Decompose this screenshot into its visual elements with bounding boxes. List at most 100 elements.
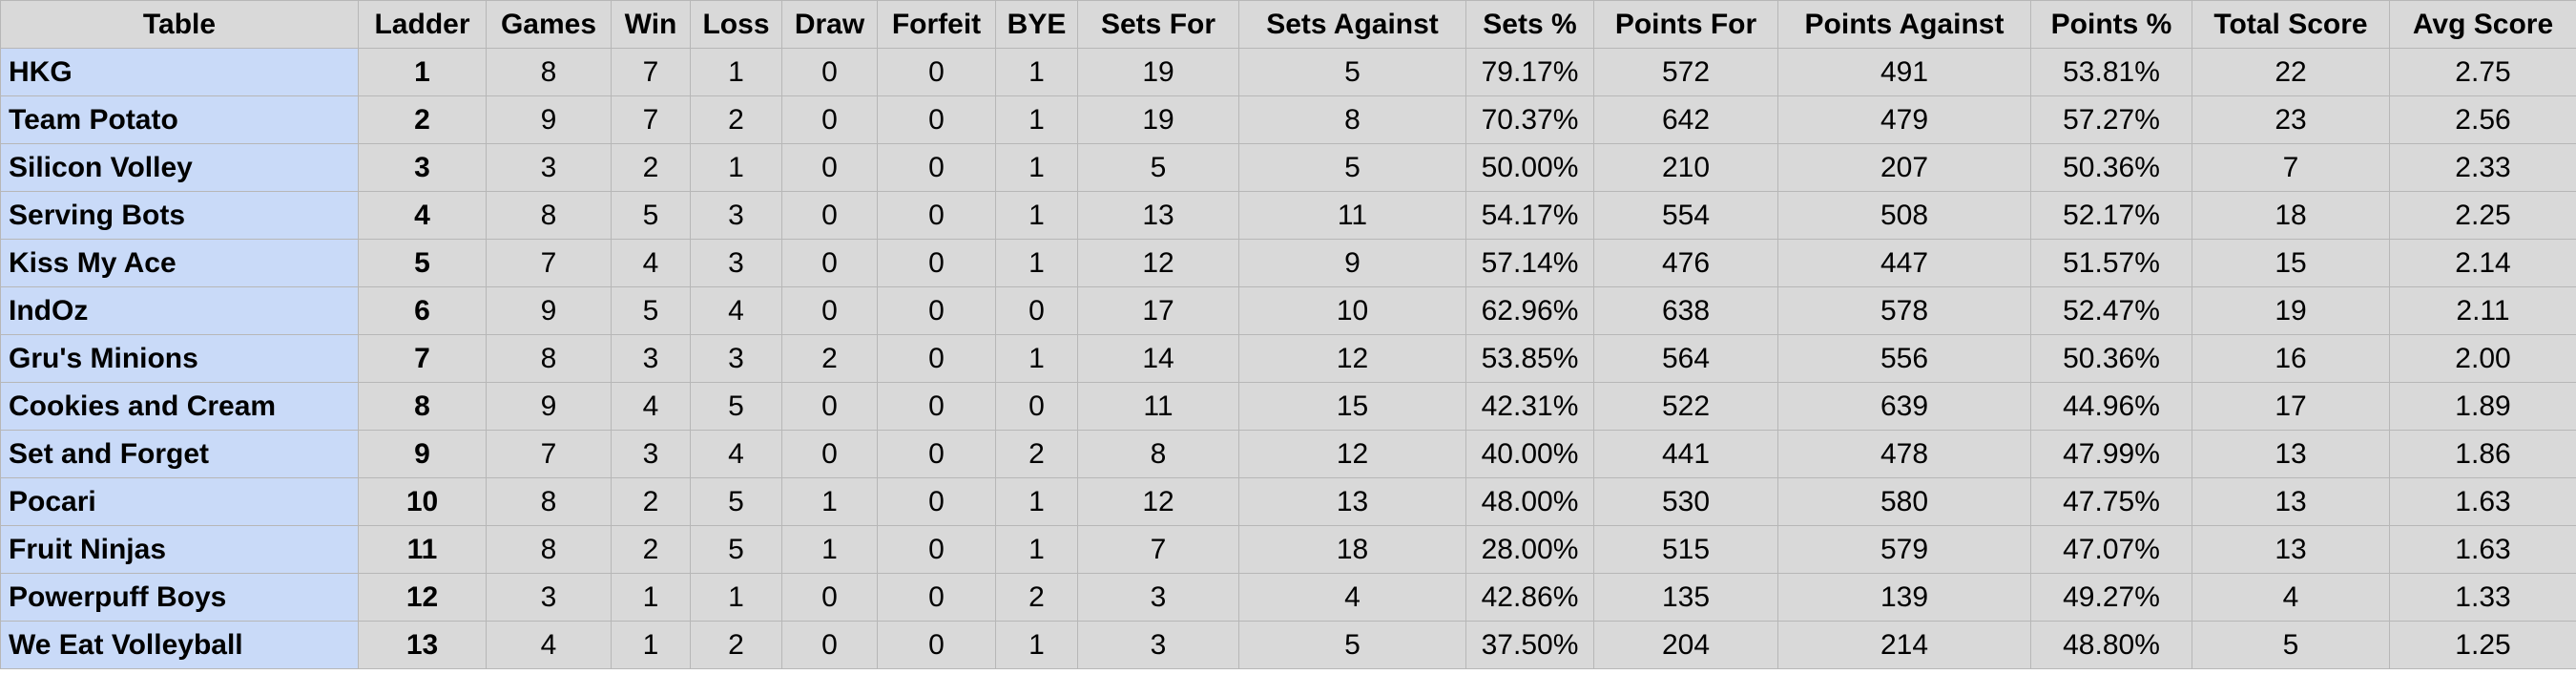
stat-cell: 8 bbox=[486, 48, 612, 96]
header-cell: Sets For bbox=[1077, 0, 1239, 49]
stat-cell: 28.00% bbox=[1465, 525, 1594, 574]
stat-cell: 12 bbox=[1238, 430, 1466, 478]
ladder-cell: 10 bbox=[358, 477, 487, 526]
stat-cell: 1 bbox=[781, 525, 878, 574]
stat-cell: 1 bbox=[995, 621, 1078, 669]
header-cell: Points % bbox=[2030, 0, 2192, 49]
stat-cell: 1 bbox=[995, 95, 1078, 144]
table-row: Serving Bots 4 8 5 3 0 0 1 13 11 54.17% 554 508 52.17… bbox=[0, 191, 2576, 240]
stat-cell: 0 bbox=[877, 143, 996, 192]
team-cell: Powerpuff Boys bbox=[0, 573, 359, 622]
stat-cell: 210 bbox=[1593, 143, 1778, 192]
stat-cell: 580 bbox=[1777, 477, 2031, 526]
table-row: HKG 1 8 7 1 0 0 1 19 5 79.17% 572 491 53.81% 22 2.75 bbox=[0, 48, 2576, 96]
stat-cell: 37.50% bbox=[1465, 621, 1594, 669]
stat-cell: 16 bbox=[2192, 334, 2390, 383]
stat-cell: 578 bbox=[1777, 286, 2031, 335]
stat-cell: 3 bbox=[1077, 621, 1239, 669]
stat-cell: 53.81% bbox=[2030, 48, 2192, 96]
stat-cell: 40.00% bbox=[1465, 430, 1594, 478]
header-cell: Sets Against bbox=[1238, 0, 1466, 49]
stat-cell: 7 bbox=[611, 95, 691, 144]
stat-cell: 0 bbox=[877, 430, 996, 478]
standings-table: Table Ladder Games Win Loss Draw Forfeit BYE Set… bbox=[0, 0, 2576, 669]
stat-cell: 44.96% bbox=[2030, 382, 2192, 431]
stat-cell: 447 bbox=[1777, 239, 2031, 287]
stat-cell: 2.56 bbox=[2389, 95, 2576, 144]
stat-cell: 1.33 bbox=[2389, 573, 2576, 622]
header-cell: Ladder bbox=[358, 0, 487, 49]
stat-cell: 57.27% bbox=[2030, 95, 2192, 144]
stat-cell: 564 bbox=[1593, 334, 1778, 383]
team-cell: Kiss My Ace bbox=[0, 239, 359, 287]
stat-cell: 8 bbox=[486, 334, 612, 383]
stat-cell: 50.00% bbox=[1465, 143, 1594, 192]
header-cell: Sets % bbox=[1465, 0, 1594, 49]
stat-cell: 15 bbox=[1238, 382, 1466, 431]
stat-cell: 4 bbox=[1238, 573, 1466, 622]
stat-cell: 1 bbox=[995, 143, 1078, 192]
stat-cell: 441 bbox=[1593, 430, 1778, 478]
stat-cell: 52.47% bbox=[2030, 286, 2192, 335]
header-cell: Loss bbox=[690, 0, 782, 49]
stat-cell: 3 bbox=[486, 573, 612, 622]
stat-cell: 48.00% bbox=[1465, 477, 1594, 526]
stat-cell: 2.11 bbox=[2389, 286, 2576, 335]
team-cell: Cookies and Cream bbox=[0, 382, 359, 431]
stat-cell: 42.31% bbox=[1465, 382, 1594, 431]
table-row: Pocari 10 8 2 5 1 0 1 12 13 48.00% 530 580 47.75% 13 1.… bbox=[0, 477, 2576, 526]
stat-cell: 57.14% bbox=[1465, 239, 1594, 287]
stat-cell: 1 bbox=[995, 334, 1078, 383]
stat-cell: 0 bbox=[781, 382, 878, 431]
stat-cell: 214 bbox=[1777, 621, 2031, 669]
stat-cell: 54.17% bbox=[1465, 191, 1594, 240]
stat-cell: 2 bbox=[611, 477, 691, 526]
stat-cell: 2 bbox=[690, 95, 782, 144]
stat-cell: 8 bbox=[486, 191, 612, 240]
stat-cell: 0 bbox=[781, 95, 878, 144]
stat-cell: 0 bbox=[781, 621, 878, 669]
team-cell: Serving Bots bbox=[0, 191, 359, 240]
stat-cell: 5 bbox=[611, 191, 691, 240]
ladder-cell: 3 bbox=[358, 143, 487, 192]
stat-cell: 7 bbox=[486, 430, 612, 478]
ladder-cell: 13 bbox=[358, 621, 487, 669]
stat-cell: 2 bbox=[781, 334, 878, 383]
stat-cell: 1 bbox=[611, 621, 691, 669]
stat-cell: 1 bbox=[781, 477, 878, 526]
stat-cell: 8 bbox=[1238, 95, 1466, 144]
stat-cell: 0 bbox=[781, 143, 878, 192]
header-cell: Draw bbox=[781, 0, 878, 49]
stat-cell: 1 bbox=[611, 573, 691, 622]
stat-cell: 0 bbox=[781, 191, 878, 240]
stat-cell: 4 bbox=[611, 382, 691, 431]
ladder-cell: 5 bbox=[358, 239, 487, 287]
stat-cell: 639 bbox=[1777, 382, 2031, 431]
stat-cell: 1.63 bbox=[2389, 477, 2576, 526]
stat-cell: 0 bbox=[877, 48, 996, 96]
stat-cell: 1.25 bbox=[2389, 621, 2576, 669]
stat-cell: 47.07% bbox=[2030, 525, 2192, 574]
stat-cell: 42.86% bbox=[1465, 573, 1594, 622]
team-cell: Set and Forget bbox=[0, 430, 359, 478]
stat-cell: 7 bbox=[486, 239, 612, 287]
stat-cell: 5 bbox=[1238, 143, 1466, 192]
stat-cell: 3 bbox=[611, 430, 691, 478]
ladder-cell: 7 bbox=[358, 334, 487, 383]
stat-cell: 2 bbox=[611, 143, 691, 192]
stat-cell: 48.80% bbox=[2030, 621, 2192, 669]
stat-cell: 642 bbox=[1593, 95, 1778, 144]
stat-cell: 49.27% bbox=[2030, 573, 2192, 622]
stat-cell: 7 bbox=[2192, 143, 2390, 192]
team-cell: HKG bbox=[0, 48, 359, 96]
stat-cell: 12 bbox=[1238, 334, 1466, 383]
stat-cell: 2 bbox=[690, 621, 782, 669]
table-row: Gru's Minions 7 8 3 3 2 0 1 14 12 53.85% 564 556 50.3… bbox=[0, 334, 2576, 383]
stat-cell: 47.75% bbox=[2030, 477, 2192, 526]
stat-cell: 13 bbox=[1077, 191, 1239, 240]
stat-cell: 13 bbox=[2192, 430, 2390, 478]
stat-cell: 515 bbox=[1593, 525, 1778, 574]
stat-cell: 50.36% bbox=[2030, 334, 2192, 383]
stat-cell: 5 bbox=[1238, 48, 1466, 96]
table-row: Silicon Volley 3 3 2 1 0 0 1 5 5 50.00% 210 207 50.36… bbox=[0, 143, 2576, 192]
